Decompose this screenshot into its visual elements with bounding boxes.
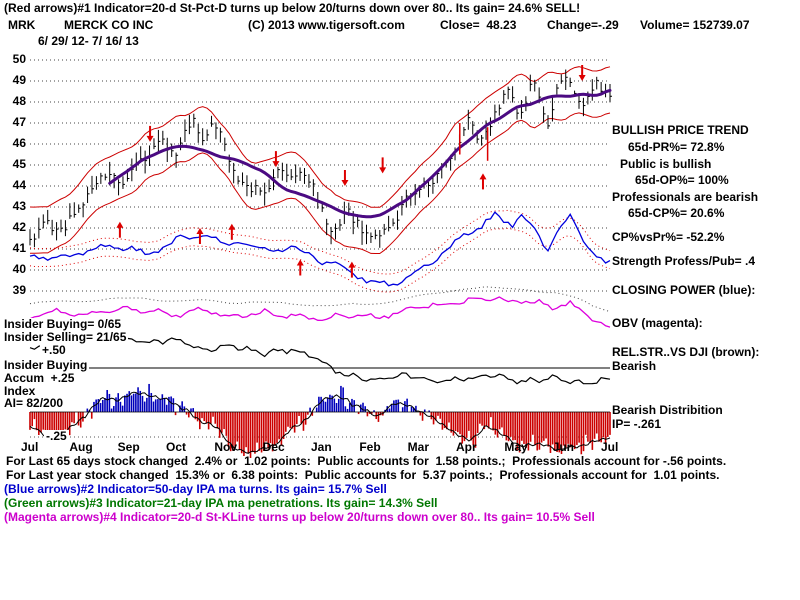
closing-power-label: CLOSING POWER (blue): bbox=[612, 283, 756, 297]
month-label: Feb bbox=[359, 440, 381, 454]
company-name: MERCK CO INC bbox=[64, 18, 154, 32]
month-label: May bbox=[504, 440, 528, 454]
strength-ratio: Strength Profess/Pub= .4 bbox=[612, 254, 756, 268]
relstr-label: REL.STR..VS DJI (brown): bbox=[612, 345, 760, 359]
obv-label: OBV (magenta): bbox=[612, 316, 703, 330]
month-label: Jul bbox=[601, 440, 619, 454]
close-value: Close= 48.23 bbox=[440, 18, 517, 32]
month-label: Sep bbox=[117, 440, 140, 454]
summary-year: For Last year stock changed 15.3% or 6.3… bbox=[6, 468, 720, 482]
insider-buying-label: Insider Buying bbox=[2, 358, 90, 372]
index-label: Index bbox=[2, 384, 38, 398]
insider-buying-ratio: Insider Buying= 0/65 bbox=[2, 317, 124, 331]
distribution-heading: Bearish Distribition bbox=[612, 403, 723, 417]
relstr-state: Bearish bbox=[612, 359, 657, 373]
change-value: Change=-.29 bbox=[547, 18, 619, 32]
month-label: Mar bbox=[407, 440, 429, 454]
price-axis-label: 48 bbox=[12, 94, 26, 108]
price-axis-label: 45 bbox=[12, 157, 26, 171]
month-label: Apr bbox=[456, 440, 477, 454]
ip-value: IP= -.261 bbox=[612, 417, 662, 431]
copyright: (C) 2013 www.tigersoft.com bbox=[248, 18, 405, 32]
public-sentiment: Public is bullish bbox=[620, 157, 712, 171]
price-axis-label: 42 bbox=[12, 220, 26, 234]
trend-heading: BULLISH PRICE TREND bbox=[612, 123, 749, 137]
price-axis-label: 47 bbox=[12, 115, 26, 129]
month-label: Dec bbox=[262, 440, 285, 454]
month-label: Jan bbox=[311, 440, 332, 454]
price-axis-label: 40 bbox=[12, 262, 26, 276]
pr-percent: 65d-PR%= 72.8% bbox=[628, 140, 725, 154]
indicator2-footer: (Blue arrows)#2 Indicator=50-day IPA ma … bbox=[4, 482, 387, 496]
month-label: Oct bbox=[166, 440, 187, 454]
month-label: Jul bbox=[21, 440, 39, 454]
price-axis-label: 49 bbox=[12, 73, 26, 87]
pro-sentiment: Professionals are bearish bbox=[612, 190, 759, 204]
month-label: Nov bbox=[214, 440, 237, 454]
price-axis-label: 44 bbox=[12, 178, 26, 192]
scale-plus-50: +.50 bbox=[40, 343, 68, 357]
indicator4-footer: (Magenta arrows)#4 Indicator=20-d St-KLi… bbox=[4, 510, 595, 524]
summary-65d: For Last 65 days stock changed 2.4% or 1… bbox=[6, 454, 727, 468]
ticker-symbol: MRK bbox=[8, 18, 36, 32]
scale-minus-25: -.25 bbox=[44, 429, 69, 443]
volume-value: Volume= 152739.07 bbox=[640, 18, 750, 32]
price-axis-label: 50 bbox=[12, 52, 26, 66]
month-label: Aug bbox=[69, 440, 93, 454]
cp-vs-pr: CP%vsPr%= -52.2% bbox=[612, 230, 725, 244]
accum-label: Accum +.25 bbox=[2, 371, 77, 385]
price-axis-label: 46 bbox=[12, 136, 26, 150]
cp-percent: 65d-CP%= 20.6% bbox=[628, 206, 725, 220]
month-label: Jun bbox=[552, 440, 574, 454]
price-axis-label: 39 bbox=[12, 283, 26, 297]
ai-value: AI= 82/200 bbox=[2, 396, 66, 410]
price-axis-label: 43 bbox=[12, 199, 26, 213]
insider-selling-ratio: Insider Selling= 21/65 bbox=[2, 330, 129, 344]
price-axis-label: 41 bbox=[12, 241, 26, 255]
op-percent: 65d-OP%= 100% bbox=[635, 173, 729, 187]
indicator3-footer: (Green arrows)#3 Indicator=21-day IPA ma… bbox=[4, 496, 438, 510]
date-range: 6/ 29/ 12- 7/ 16/ 13 bbox=[38, 34, 139, 48]
indicator1-header: (Red arrows)#1 Indicator=20-d St-Pct-D t… bbox=[4, 1, 581, 15]
